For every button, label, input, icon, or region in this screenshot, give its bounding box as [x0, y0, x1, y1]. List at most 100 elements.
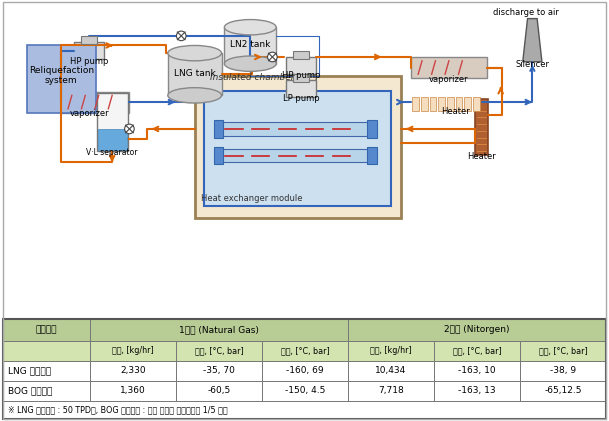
- Bar: [286, 80, 317, 97]
- Bar: [367, 147, 377, 165]
- Bar: [82, 36, 97, 43]
- Bar: [438, 97, 445, 111]
- Bar: [473, 97, 479, 111]
- Text: Heat exchanger module: Heat exchanger module: [202, 194, 303, 203]
- Bar: [176, 341, 262, 361]
- Bar: [410, 57, 487, 78]
- Text: discharge to air: discharge to air: [493, 8, 558, 17]
- Bar: [224, 27, 276, 64]
- Bar: [447, 97, 454, 111]
- Circle shape: [125, 124, 134, 134]
- Bar: [520, 361, 606, 381]
- Bar: [3, 381, 90, 401]
- Bar: [90, 381, 176, 401]
- Bar: [412, 97, 419, 111]
- Text: BOG 재액화용: BOG 재액화용: [8, 386, 52, 395]
- Bar: [262, 341, 348, 361]
- Text: 10,434: 10,434: [375, 366, 407, 376]
- Bar: [176, 361, 262, 381]
- Text: LNG 플랜트용: LNG 플랜트용: [8, 366, 51, 376]
- Bar: [421, 97, 428, 111]
- Text: -38, 9: -38, 9: [550, 366, 576, 376]
- Bar: [348, 361, 434, 381]
- Text: 출구, [°C, bar]: 출구, [°C, bar]: [281, 346, 329, 355]
- Bar: [214, 147, 224, 165]
- Bar: [294, 51, 309, 59]
- Ellipse shape: [224, 56, 276, 72]
- Text: LNG tank: LNG tank: [174, 69, 216, 78]
- Bar: [214, 120, 224, 138]
- Bar: [434, 341, 520, 361]
- Bar: [168, 53, 222, 95]
- Text: HP pump: HP pump: [70, 57, 108, 66]
- Bar: [98, 129, 127, 150]
- Bar: [219, 122, 372, 136]
- Text: -60,5: -60,5: [208, 386, 231, 395]
- Bar: [434, 381, 520, 401]
- Bar: [348, 319, 606, 341]
- Text: LP pump: LP pump: [283, 94, 320, 103]
- Bar: [97, 93, 127, 151]
- Bar: [456, 97, 462, 111]
- Circle shape: [177, 31, 186, 41]
- Bar: [74, 42, 105, 59]
- Text: 1,360: 1,360: [120, 386, 146, 395]
- Bar: [520, 381, 606, 401]
- Text: vaporizer: vaporizer: [429, 75, 469, 84]
- Bar: [520, 341, 606, 361]
- Text: -65,12.5: -65,12.5: [544, 386, 582, 395]
- Text: 유량, [kg/hr]: 유량, [kg/hr]: [370, 346, 412, 355]
- Text: Heater: Heater: [441, 107, 470, 116]
- Bar: [348, 381, 434, 401]
- Bar: [475, 99, 488, 155]
- Bar: [464, 97, 471, 111]
- Text: 2,330: 2,330: [121, 366, 146, 376]
- Text: V·L separator: V·L separator: [86, 148, 138, 157]
- Text: 입구, [°C, bar]: 입구, [°C, bar]: [452, 346, 501, 355]
- Text: 시험대상: 시험대상: [36, 325, 57, 334]
- Text: Insulated chamber: Insulated chamber: [210, 73, 295, 82]
- Bar: [204, 91, 392, 206]
- Bar: [262, 381, 348, 401]
- Circle shape: [267, 52, 277, 62]
- Bar: [3, 319, 90, 341]
- Bar: [430, 97, 437, 111]
- Text: -163, 13: -163, 13: [458, 386, 496, 395]
- Bar: [90, 361, 176, 381]
- Text: vaporizer: vaporizer: [70, 109, 110, 118]
- Ellipse shape: [224, 19, 276, 35]
- Text: 입구, [°C, bar]: 입구, [°C, bar]: [195, 346, 244, 355]
- Bar: [90, 319, 348, 341]
- Text: 출구, [°C, bar]: 출구, [°C, bar]: [538, 346, 587, 355]
- Bar: [3, 319, 606, 419]
- Text: ※ LNG 플랜트용 : 50 TPD급, BOG 재액화용 : 실제 선박용 재액화기의 1/5 규모: ※ LNG 플랜트용 : 50 TPD급, BOG 재액화용 : 실제 선박용 …: [8, 405, 228, 414]
- Bar: [294, 74, 309, 82]
- Ellipse shape: [168, 45, 222, 61]
- Bar: [60, 91, 130, 112]
- Bar: [367, 120, 377, 138]
- Text: -160, 69: -160, 69: [286, 366, 324, 376]
- Ellipse shape: [168, 88, 222, 103]
- Text: 7,718: 7,718: [378, 386, 404, 395]
- Bar: [219, 149, 372, 163]
- Text: LN2 tank: LN2 tank: [230, 40, 270, 49]
- Text: -150, 4.5: -150, 4.5: [285, 386, 325, 395]
- Text: 유량, [kg/hr]: 유량, [kg/hr]: [112, 346, 154, 355]
- Text: Reliquefaction: Reliquefaction: [29, 66, 94, 75]
- Text: 1차측 (Natural Gas): 1차측 (Natural Gas): [179, 325, 259, 334]
- Bar: [286, 57, 317, 74]
- Bar: [262, 361, 348, 381]
- Bar: [3, 401, 606, 419]
- Text: 2차측 (Nitorgen): 2차측 (Nitorgen): [444, 325, 510, 334]
- Text: -163, 10: -163, 10: [458, 366, 496, 376]
- Text: HP pump: HP pump: [282, 71, 320, 80]
- Bar: [90, 341, 176, 361]
- Bar: [348, 341, 434, 361]
- Bar: [27, 45, 96, 112]
- Text: -35, 70: -35, 70: [203, 366, 235, 376]
- Bar: [3, 361, 90, 381]
- Text: Heater: Heater: [467, 152, 496, 161]
- Text: system: system: [45, 76, 77, 85]
- Text: Silencer: Silencer: [515, 59, 549, 69]
- Bar: [195, 76, 401, 218]
